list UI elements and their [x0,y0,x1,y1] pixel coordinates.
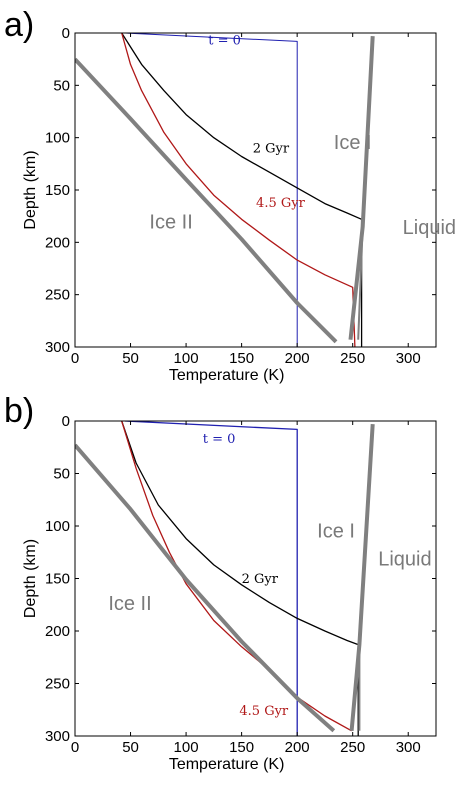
series-line-t-0 [124,421,298,736]
x-tick-label: 50 [122,350,139,367]
y-axis-title: Depth (km) [22,539,39,618]
panel-label: b) [4,392,34,430]
region-label-ice-ii: Ice II [108,593,151,615]
curve-label-4-5-gyr: 4.5 Gyr [239,704,289,719]
series-line-2-gyr [121,421,359,736]
y-tick-label: 100 [45,130,70,147]
curve-label-t-0: t = 0 [203,432,236,447]
y-tick-label: 250 [45,287,70,304]
y-tick-label: 100 [45,518,70,535]
x-tick-label: 0 [71,350,79,367]
x-tick-label: 300 [396,739,421,756]
x-tick-label: 150 [229,350,254,367]
y-tick-label: 150 [45,182,70,199]
region-label-liquid: Liquid [378,549,431,571]
phase-boundary-line [357,226,364,340]
x-tick-label: 50 [122,739,139,756]
series-group [75,421,375,736]
phase-boundary-line [349,423,375,731]
phase-boundary-line [75,443,336,733]
y-tick-label: 250 [45,676,70,693]
region-label-ice-i: Ice I [317,520,355,542]
x-axis-title: Temperature (K) [169,756,285,773]
x-tick-label: 250 [340,350,365,367]
region-label-liquid: Liquid [403,217,456,239]
chart-panel-b: b)0 50 100 150 200 250 300050100150200250300Te… [4,392,437,773]
y-tick-label: 150 [45,571,70,588]
region-label-ice-ii: Ice II [149,212,192,234]
series-line-t-0 [124,33,298,347]
x-tick-label: 0 [71,739,79,756]
y-tick-label: 200 [45,623,70,640]
x-tick-label: 200 [285,739,310,756]
x-tick-label: 250 [340,739,365,756]
y-tick-label: 50 [53,466,70,483]
curve-label-t-0: t = 0 [208,34,241,49]
series-line-4-5-gyr [121,33,356,347]
series-line-2-gyr [121,33,363,347]
y-tick-label: 300 [45,339,70,356]
region-label-ice-i: Ice I [334,132,372,154]
y-tick-label: 0 [62,25,70,42]
x-tick-label: 100 [174,739,199,756]
x-tick-label: 200 [285,350,310,367]
x-tick-label: 300 [396,350,421,367]
y-tick-label: 300 [45,728,70,745]
curve-label-2-gyr: 2 Gyr [242,572,279,587]
y-axis-title: Depth (km) [22,150,39,229]
x-axis-title: Temperature (K) [169,367,285,384]
series-group [75,33,375,347]
plot-frame [74,32,437,348]
phase-boundary-line [75,57,338,344]
x-tick-label: 100 [174,350,199,367]
y-tick-label: 50 [53,77,70,94]
y-tick-label: 0 [62,413,70,430]
y-tick-label: 200 [45,234,70,251]
chart-panel-a: a)0 50 100 150 200 250 300050100150200250300Te… [4,6,456,384]
series-line-4-5-gyr [121,421,352,732]
x-tick-label: 150 [229,739,254,756]
panel-label: a) [4,6,34,44]
curve-label-2-gyr: 2 Gyr [253,141,290,156]
curve-label-4-5-gyr: 4.5 Gyr [256,196,306,211]
